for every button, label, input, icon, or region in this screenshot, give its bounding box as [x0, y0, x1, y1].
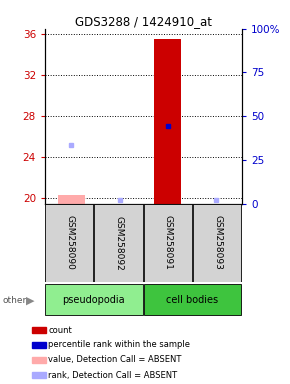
Bar: [32, 341, 46, 348]
Bar: [58, 195, 85, 204]
Text: count: count: [48, 326, 72, 334]
Text: value, Detection Call = ABSENT: value, Detection Call = ABSENT: [48, 356, 182, 364]
Bar: [45, 284, 143, 315]
Bar: [45, 204, 93, 282]
Text: ▶: ▶: [26, 295, 35, 305]
Text: GSM258091: GSM258091: [164, 215, 173, 270]
Text: cell bodies: cell bodies: [166, 295, 218, 305]
Text: GSM258092: GSM258092: [114, 215, 124, 270]
Text: other: other: [3, 296, 27, 305]
Bar: [32, 357, 46, 363]
Bar: [32, 327, 46, 333]
Bar: [94, 204, 143, 282]
Bar: [144, 204, 192, 282]
Bar: [32, 372, 46, 378]
Text: GSM258090: GSM258090: [65, 215, 74, 270]
Bar: [193, 204, 241, 282]
Bar: [154, 39, 181, 204]
Title: GDS3288 / 1424910_at: GDS3288 / 1424910_at: [75, 15, 212, 28]
Text: GSM258093: GSM258093: [213, 215, 222, 270]
Bar: [144, 284, 241, 315]
Text: percentile rank within the sample: percentile rank within the sample: [48, 340, 190, 349]
Text: pseudopodia: pseudopodia: [62, 295, 125, 305]
Text: rank, Detection Call = ABSENT: rank, Detection Call = ABSENT: [48, 371, 177, 380]
